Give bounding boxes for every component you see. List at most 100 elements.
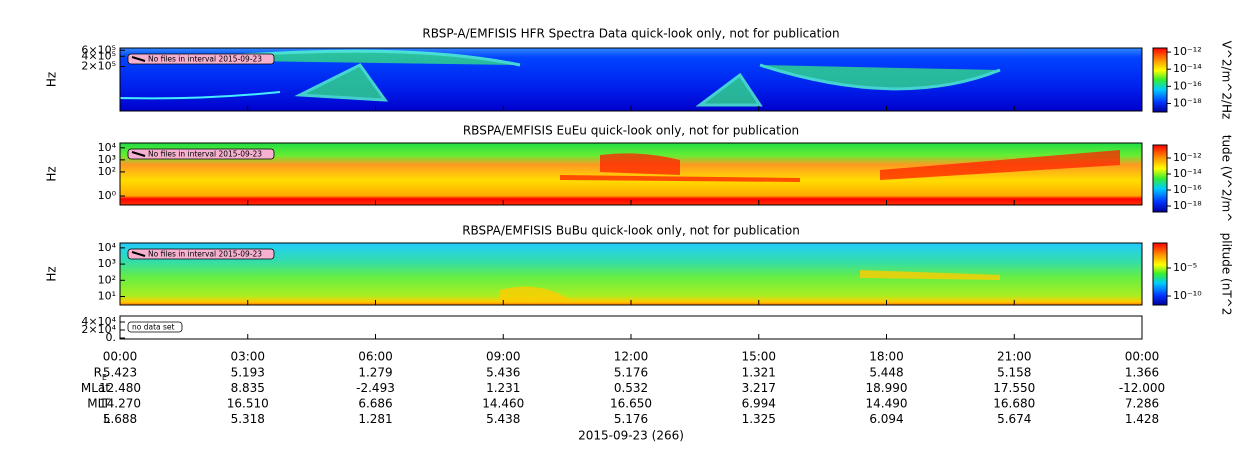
ephemeris-value: -12.000 (1119, 381, 1165, 395)
y-axis-label: Hz (45, 166, 59, 181)
spectrogram-feature (119, 91, 281, 100)
ephemeris-value: 5.423 (103, 366, 137, 380)
ephemeris-label-sub: E (102, 373, 107, 382)
panel-title: RBSPA/EMFISIS EuEu quick-look only, not … (463, 124, 799, 138)
y-tick-label: 10⁴ (98, 241, 117, 254)
colorbar-tick-label: 10⁻¹² (1173, 45, 1202, 58)
notice-text: No files in interval 2015-09-23 (148, 250, 262, 259)
notice: No files in interval 2015-09-23 (127, 248, 275, 260)
y-tick-label: 2×10⁵ (81, 60, 116, 73)
y-tick-label: 2×10⁴ (81, 323, 116, 336)
colorbar-tick-label: 10⁻¹⁴ (1173, 167, 1202, 180)
colorbar (1152, 47, 1168, 113)
ephemeris-value: 1.366 (1125, 366, 1159, 380)
colorbar (1152, 144, 1168, 213)
ephemeris-value: 5.688 (103, 412, 137, 426)
y-tick-label: 10² (98, 273, 116, 286)
notice-icon (131, 251, 146, 257)
notice-icon (131, 151, 146, 157)
ephemeris-value: 1.279 (358, 366, 392, 380)
colorbar-tick-label: 10⁻¹⁸ (1173, 96, 1202, 109)
x-tick-label: 00:00 (1125, 350, 1160, 364)
panel-title: RBSPA/EMFISIS BuBu quick-look only, not … (462, 224, 800, 238)
x-tick-label: 03:00 (230, 350, 265, 364)
x-tick-label: 00:00 (103, 350, 138, 364)
notice-box (127, 53, 275, 65)
ephemeris-value: 5.176 (614, 366, 648, 380)
ephemeris-value: 5.318 (231, 412, 265, 426)
ephemeris-value: 8.835 (231, 381, 265, 395)
ephemeris-value: 18.990 (866, 381, 908, 395)
colorbar-tick-label: 10⁻¹⁶ (1173, 183, 1202, 196)
ephemeris-value: 16.510 (227, 397, 269, 411)
ephemeris-value: 14.460 (482, 397, 524, 411)
notice: No files in interval 2015-09-23 (127, 53, 275, 65)
ephemeris-value: 5.436 (486, 366, 520, 380)
ephemeris-value: 12.480 (99, 381, 141, 395)
notice: no data set (127, 321, 183, 333)
colorbar-tick-label: 10⁻¹⁶ (1173, 79, 1202, 92)
colorbar-tick-label: 10⁻¹⁴ (1173, 62, 1202, 75)
ephemeris-value: 16.650 (610, 397, 652, 411)
ephemeris-value: 1.325 (742, 412, 776, 426)
ephemeris-value: 14.490 (866, 397, 908, 411)
ephemeris-value: 1.428 (1125, 412, 1159, 426)
y-tick-label: 4×10⁴ (81, 315, 116, 328)
colorbar-tick-label: 10⁻¹⁰ (1173, 289, 1202, 302)
y-axis-label: Hz (45, 266, 59, 281)
empty-panel (120, 316, 1142, 339)
y-tick-label: 10⁰ (98, 189, 117, 202)
ephemeris-value: 3.217 (742, 381, 776, 395)
colorbar (1152, 242, 1168, 306)
ephemeris-label: L (103, 412, 110, 426)
y-axis-label: Hz (45, 72, 59, 87)
ephemeris-value: 5.176 (614, 412, 648, 426)
x-tick-label: 12:00 (614, 350, 649, 364)
ephemeris-value: 14.270 (99, 397, 141, 411)
ephemeris-value: -2.493 (356, 381, 395, 395)
x-tick-label: 21:00 (997, 350, 1032, 364)
y-tick-label: 10⁴ (98, 141, 117, 154)
spectrogram-feature (560, 150, 1120, 182)
y-tick-label: 0. (106, 331, 117, 344)
ephemeris-value: 6.094 (869, 412, 903, 426)
x-tick-label: 18:00 (869, 350, 904, 364)
notice-box (127, 321, 183, 333)
notice-text: no data set (132, 323, 175, 332)
x-tick-label: 06:00 (358, 350, 393, 364)
y-tick-label: 10³ (98, 257, 116, 270)
y-tick-label: 4×10⁵ (81, 49, 116, 62)
ephemeris-value: 1.321 (742, 366, 776, 380)
notice-icon (131, 56, 146, 62)
y-tick-label: 6×10⁵ (81, 43, 116, 56)
colorbar-label: tude (V^2/m^ (1220, 135, 1234, 223)
notice: No files in interval 2015-09-23 (127, 148, 275, 160)
colorbar-label: plitude (nT^2 (1220, 233, 1234, 316)
colorbar-label: V^2/m^2/Hz (1220, 41, 1234, 120)
ephemeris-value: 5.158 (997, 366, 1031, 380)
ephemeris-value: 6.994 (742, 397, 776, 411)
y-tick-label: 10² (98, 165, 116, 178)
colorbar-tick-label: 10⁻⁵ (1173, 261, 1197, 274)
ephemeris-value: 1.231 (486, 381, 520, 395)
ephemeris-value: 16.680 (993, 397, 1035, 411)
ephemeris-label: R (94, 366, 102, 380)
notice-box (127, 148, 275, 160)
colorbar-tick-label: 10⁻¹⁸ (1173, 199, 1202, 212)
spectrogram-feature (500, 270, 1000, 302)
notice-text: No files in interval 2015-09-23 (148, 55, 262, 64)
x-axis-label: 2015-09-23 (266) (578, 429, 684, 443)
x-tick-label: 15:00 (741, 350, 776, 364)
ephemeris-value: 17.550 (993, 381, 1035, 395)
spectrogram-fills (119, 48, 1142, 339)
colorbar-tick-label: 10⁻¹² (1173, 151, 1202, 164)
ephemeris-value: 5.674 (997, 412, 1031, 426)
ephemeris-value: 0.532 (614, 381, 648, 395)
ephemeris-value: 5.448 (869, 366, 903, 380)
x-tick-label: 09:00 (486, 350, 521, 364)
notice-box (127, 248, 275, 260)
ephemeris-value: 6.686 (358, 397, 392, 411)
ephemeris-value: 5.193 (231, 366, 265, 380)
ephemeris-label: MLat (81, 381, 110, 395)
